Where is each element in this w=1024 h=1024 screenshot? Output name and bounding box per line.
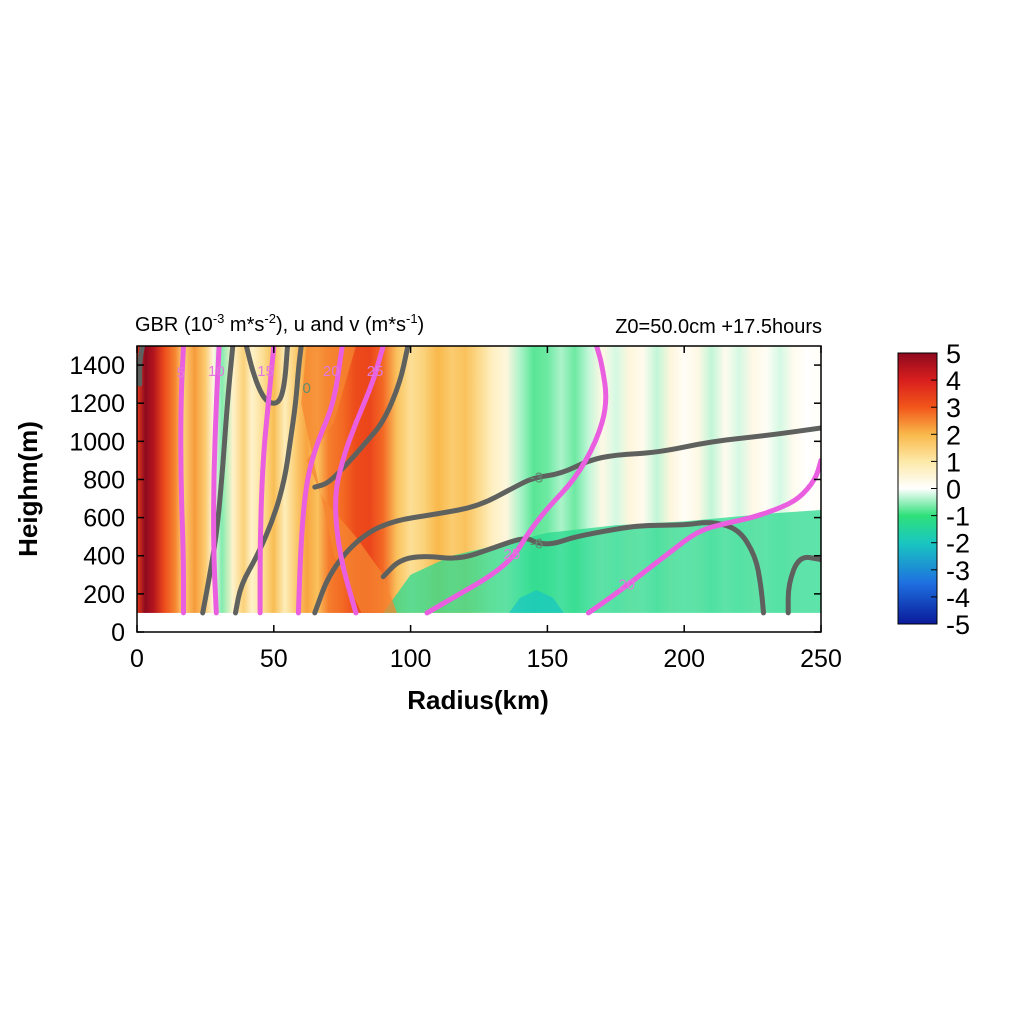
plot-area: 0 -3 -6 5 10 15 20 25 25 20 [137,346,821,616]
colorbar-tick-label: -1 [946,502,970,532]
y-tick-label: 1200 [69,390,125,418]
u-contour-line [312,346,411,490]
heatmap-region [509,590,564,613]
v-contours [178,346,821,616]
x-tick-label: 250 [800,645,842,673]
y-axis-title: Heighm(m) [13,421,43,557]
colorbar [897,352,938,625]
u-contour-line [785,554,821,616]
contour-label: 0 [302,380,310,397]
contour-label: -3 [530,470,543,487]
y-tick-label: 1000 [69,428,125,456]
u-contour-line [380,520,766,616]
contour-label: 10 [208,363,225,380]
u-contour-line [200,346,236,616]
contour-label: 20 [323,363,340,380]
contour-labels: 0 -3 -6 5 10 15 20 25 25 20 [177,363,635,594]
y-tick-label: 0 [111,619,125,647]
heatmap-region [383,510,821,613]
v-contour-line [257,346,277,616]
x-tick-label: 200 [663,645,705,673]
v-contour-line [585,457,821,616]
x-tick-label: 150 [527,645,569,673]
contour-label: 15 [257,363,274,380]
y-tick-label: 1400 [69,352,125,380]
y-tick-label: 800 [83,466,125,494]
y-tick-label: 600 [83,505,125,533]
chart-title: GBR (10-3 m*s-2), u and v (m*s-1) [135,311,424,336]
v-contour-line [178,346,186,616]
colorbar-tick-label: -5 [946,610,970,640]
contour-label: 20 [618,576,635,593]
y-tick-label: 200 [83,581,125,609]
heatmap-region [301,346,397,613]
x-tick-label: 50 [260,645,288,673]
colorbar-tick-label: -3 [946,556,970,586]
contour-label: 5 [177,365,185,382]
v-contour-line [295,346,345,616]
contour-label: 25 [367,363,384,380]
u-contour-line [312,425,821,616]
u-contour-line [137,346,145,387]
colorbar-tick-label: 3 [946,393,961,423]
contour-label: -6 [530,535,543,552]
plot-frame [136,345,822,633]
colorbar-tick-label: 4 [946,366,961,396]
colorbar-tick-label: 2 [946,420,961,450]
colorbar-tick-label: 0 [946,475,961,505]
y-tick-label: 400 [83,543,125,571]
x-tick-label: 0 [130,645,144,673]
colorbar-tick-label: -4 [946,583,970,613]
x-axis: 0 50 100 150 200 250 [130,346,842,673]
x-tick-label: 100 [390,645,432,673]
v-contour-line [333,346,386,616]
colorbar-tick-label: -2 [946,529,970,559]
x-axis-title: Radius(km) [407,685,549,715]
colorbar-tick-label: 1 [946,447,961,477]
chart-subtitle: Z0=50.0cm +17.5hours [615,316,822,338]
u-contours [137,346,821,616]
u-contour-line [233,346,304,616]
colorbar-tick-label: 5 [946,339,961,369]
contour-label: 25 [503,546,520,563]
heatmap-regions [301,346,821,613]
v-contour-line [424,346,609,616]
v-contour-line [211,346,222,616]
